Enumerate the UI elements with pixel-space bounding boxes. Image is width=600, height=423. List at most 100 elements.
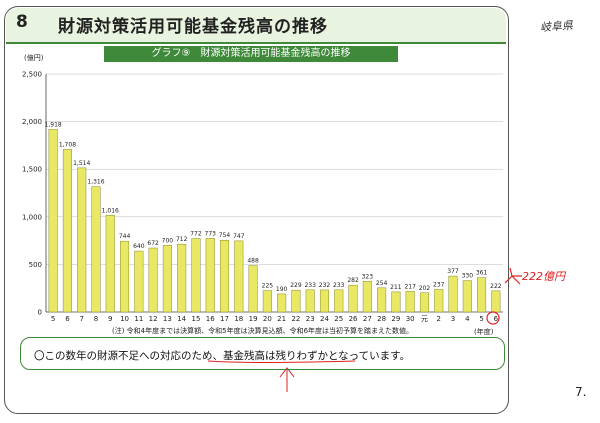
footnote: (注) 令和4年度までは決算額、令和5年度は決算見込額、令和6年度は当初予算を踏… [112, 327, 414, 335]
y-tick-label: 1,000 [22, 213, 42, 221]
handwritten-annotation: 222億円 [522, 270, 565, 283]
handwritten-stamp: 岐阜県 [539, 18, 574, 35]
bar [305, 289, 315, 313]
x-tick-label: 15 [191, 315, 200, 323]
bar-value-label: 377 [447, 268, 459, 275]
x-tick-label: 18 [234, 315, 243, 323]
bar-value-label: 222 [490, 283, 502, 290]
bar-value-label: 233 [304, 282, 316, 289]
x-tick-label: 5 [51, 315, 55, 323]
bar [191, 238, 201, 313]
bar-value-label: 754 [219, 232, 231, 239]
bar-value-label: 229 [290, 282, 302, 289]
bar-value-label: 744 [119, 233, 131, 240]
x-tick-label: 6 [494, 315, 499, 323]
bar [262, 290, 272, 313]
x-tick-label: 4 [465, 315, 470, 323]
x-tick-label: 13 [163, 315, 172, 323]
x-tick-label: 22 [291, 315, 300, 323]
x-tick-label: 元 [421, 315, 428, 323]
bar [448, 275, 458, 313]
bar-value-label: 254 [376, 280, 388, 287]
bar-value-label: 1,316 [87, 179, 104, 186]
x-tick-label: 5 [479, 315, 483, 323]
y-tick-label: 0 [38, 309, 42, 317]
bar [462, 280, 472, 313]
bar [477, 277, 487, 313]
bar [405, 291, 415, 313]
bar-value-label: 1,708 [59, 141, 76, 148]
chart-x-ticks: 5 6 7 8 9 10 11 12 13 14 15 16 17 18 19 20 21 22 23 24 25 26 2… [51, 315, 499, 323]
bar [48, 129, 58, 313]
x-tick-label: 6 [65, 315, 70, 323]
x-tick-label: 28 [377, 315, 386, 323]
x-tick-label: 3 [451, 315, 455, 323]
bar [391, 291, 401, 313]
bar-value-label: 202 [419, 285, 431, 292]
x-tick-label: 27 [363, 315, 372, 323]
y-tick-label: 1,500 [22, 166, 42, 174]
x-tick-label: 7 [79, 315, 83, 323]
bar [377, 287, 387, 313]
bar-value-label: 225 [262, 283, 274, 290]
page-number: 7. [575, 385, 587, 399]
bar [419, 292, 429, 313]
y-axis-label: (億円) [24, 53, 44, 62]
x-tick-label: 26 [349, 315, 358, 323]
bar-value-label: 361 [476, 270, 488, 277]
header-bar [6, 8, 506, 44]
bar [91, 186, 101, 313]
x-axis-label: (年度) [474, 327, 494, 336]
note-box [20, 337, 505, 370]
note-underline [207, 360, 356, 363]
bar-value-label: 488 [247, 258, 259, 265]
x-tick-label: 10 [120, 315, 129, 323]
bar-value-label: 1,016 [102, 207, 119, 214]
bar-value-label: 233 [333, 282, 345, 289]
bar-value-label: 237 [433, 281, 445, 288]
bar-value-label: 1,918 [45, 121, 62, 128]
bar [234, 240, 244, 313]
bar-value-label: 747 [233, 233, 245, 240]
bar [177, 243, 187, 313]
chart-y-ticks: 0 500 1,000 1,500 2,000 2,500 [22, 71, 42, 317]
x-tick-label: 8 [94, 315, 98, 323]
bar-value-label: 323 [362, 273, 374, 280]
y-tick-label: 2,500 [22, 71, 42, 79]
page-title: 財源対策活用可能基金残高の推移 [58, 17, 328, 37]
y-tick-label: 500 [29, 261, 42, 269]
bar [148, 247, 158, 313]
note-text: 〇この数年の財源不足への対応のため、基金残高は残りわずかとなっています。 [34, 350, 411, 362]
bar-value-label: 330 [462, 273, 474, 280]
x-tick-label: 29 [391, 315, 400, 323]
y-tick-label: 2,000 [22, 118, 42, 126]
chart-bars [48, 129, 501, 313]
x-tick-label: 16 [206, 315, 215, 323]
bar [219, 239, 230, 313]
bar [77, 167, 87, 313]
bar-value-label: 211 [390, 284, 402, 291]
bar [248, 265, 258, 313]
x-tick-label: 2 [437, 315, 441, 323]
x-tick-label: 9 [108, 315, 112, 323]
bar [120, 240, 130, 313]
bar-value-label: 700 [162, 237, 174, 244]
x-tick-label: 12 [149, 315, 158, 323]
x-tick-label: 20 [263, 315, 272, 323]
bar [291, 289, 301, 313]
bar-value-label: 712 [176, 236, 188, 243]
bar [105, 215, 115, 313]
bar [491, 290, 501, 313]
x-tick-label: 30 [406, 315, 415, 323]
x-tick-label: 21 [277, 315, 286, 323]
x-tick-label: 25 [334, 315, 343, 323]
bar-value-label: 190 [276, 286, 288, 293]
bar [319, 289, 330, 313]
x-tick-label: 14 [177, 315, 186, 323]
annotation-arrow [504, 267, 522, 285]
bar-value-label: 217 [404, 283, 416, 290]
bar-value-label: 232 [319, 282, 331, 289]
bar-value-label: 282 [347, 277, 359, 284]
x-tick-label: 23 [306, 315, 315, 323]
